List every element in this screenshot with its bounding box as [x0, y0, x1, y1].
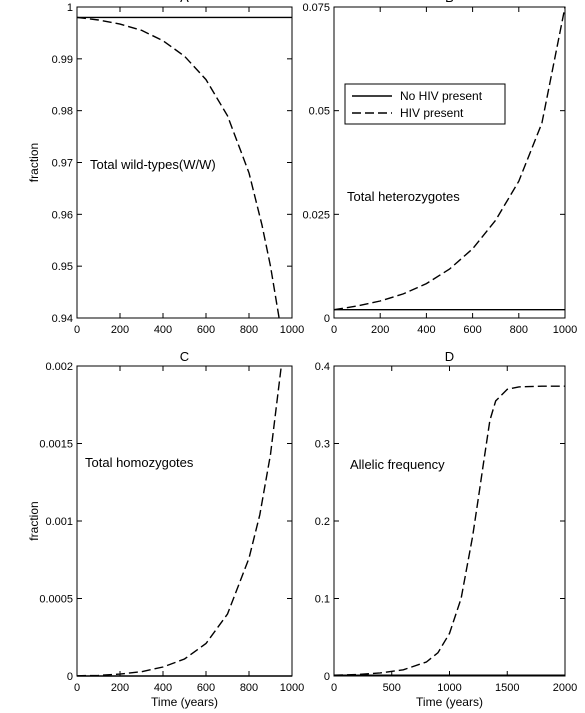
x-tick-label: 500	[383, 682, 401, 694]
x-tick-label: 0	[74, 682, 80, 694]
x-tick-label: 400	[417, 324, 435, 336]
x-tick-label: 800	[240, 324, 258, 336]
x-tick-label: 2000	[553, 682, 577, 694]
y-tick-label: 0.4	[315, 361, 330, 373]
y-tick-label: 1	[67, 2, 73, 14]
x-tick-label: 200	[371, 324, 389, 336]
x-tick-label: 600	[463, 324, 481, 336]
panel-annotation: Total heterozygotes	[347, 189, 460, 204]
y-tick-label: 0.001	[45, 516, 73, 528]
x-tick-label: 600	[197, 324, 215, 336]
x-tick-label: 0	[331, 682, 337, 694]
x-tick-label: 800	[240, 682, 258, 694]
y-tick-label: 0.99	[52, 54, 73, 66]
series-line-hiv-present	[76, 16, 280, 319]
y-tick-label: 0.0015	[39, 439, 73, 451]
panel-title: A	[180, 0, 189, 5]
y-tick-label: 0.2	[315, 516, 330, 528]
y-tick-label: 0.97	[52, 158, 73, 170]
series-line-hiv-present	[333, 385, 565, 676]
panel-annotation: Total wild-types(W/W)	[90, 157, 216, 172]
y-tick-label: 0.075	[302, 2, 330, 14]
y-tick-label: 0	[324, 313, 330, 325]
y-axis-label: fraction	[27, 143, 41, 182]
x-tick-label: 1500	[495, 682, 519, 694]
x-tick-label: 0	[74, 324, 80, 336]
series-line-hiv-present	[333, 6, 566, 311]
x-tick-label: 1000	[280, 324, 304, 336]
y-tick-label: 0.1	[315, 594, 330, 606]
y-tick-label: 0.002	[45, 361, 73, 373]
x-tick-label: 400	[154, 324, 172, 336]
y-axis-label: fraction	[27, 501, 41, 540]
x-axis-label: Time (years)	[151, 695, 218, 709]
y-tick-label: 0.05	[309, 106, 330, 118]
x-tick-label: 1000	[280, 682, 304, 694]
panel-title: B	[445, 0, 454, 5]
plot-frame	[333, 6, 566, 319]
panel-title: C	[180, 349, 189, 364]
legend: No HIV present HIV present	[344, 83, 506, 125]
y-tick-label: 0	[67, 671, 73, 683]
y-tick-label: 0.3	[315, 439, 330, 451]
panel-a: 0 200 400 600 800 1000 0.94 0.95 0.96 0.97 0.98 0.9…	[27, 0, 304, 336]
x-tick-label: 1000	[437, 682, 461, 694]
x-axis-label: Time (years)	[416, 695, 483, 709]
x-tick-label: 200	[111, 682, 129, 694]
panels: 0 200 400 600 800 10000.940.950.960.970.980.9…	[27, 0, 577, 709]
y-tick-label: 0.025	[302, 209, 330, 221]
legend-dashed-label: HIV present	[400, 106, 464, 120]
x-tick-label: 0	[331, 324, 337, 336]
x-tick-label: 400	[154, 682, 172, 694]
y-tick-label: 0.96	[52, 209, 73, 221]
legend-solid-label: No HIV present	[400, 89, 483, 103]
plot-frame	[333, 365, 566, 677]
x-tick-label: 1000	[553, 324, 577, 336]
y-tick-label: 0	[324, 671, 330, 683]
panel-annotation: Total homozygotes	[85, 455, 194, 470]
series-line-hiv-present	[76, 365, 282, 677]
y-tick-label: 0.95	[52, 261, 73, 273]
legend-box	[344, 83, 506, 125]
panel-d: 0 500 1000 1500 2000 0 0.1 0.2 0.3 0.4 D Time (year…	[315, 349, 578, 709]
y-tick-label: 0.94	[52, 313, 73, 325]
x-tick-label: 200	[111, 324, 129, 336]
panel-annotation: Allelic frequency	[350, 457, 445, 472]
panel-title: D	[445, 349, 454, 364]
x-tick-label: 800	[510, 324, 528, 336]
panel-b: 0 200 400 600 800 1000 0 0.025 0.05 0.075 B Total h…	[302, 0, 577, 336]
y-tick-label: 0.0005	[39, 594, 73, 606]
plot-frame	[76, 365, 293, 677]
x-tick-label: 600	[197, 682, 215, 694]
panel-c: 0 200 400 600 800 1000 0 0.0005 0.001 0.0015 0.002…	[27, 349, 304, 709]
y-tick-label: 0.98	[52, 106, 73, 118]
